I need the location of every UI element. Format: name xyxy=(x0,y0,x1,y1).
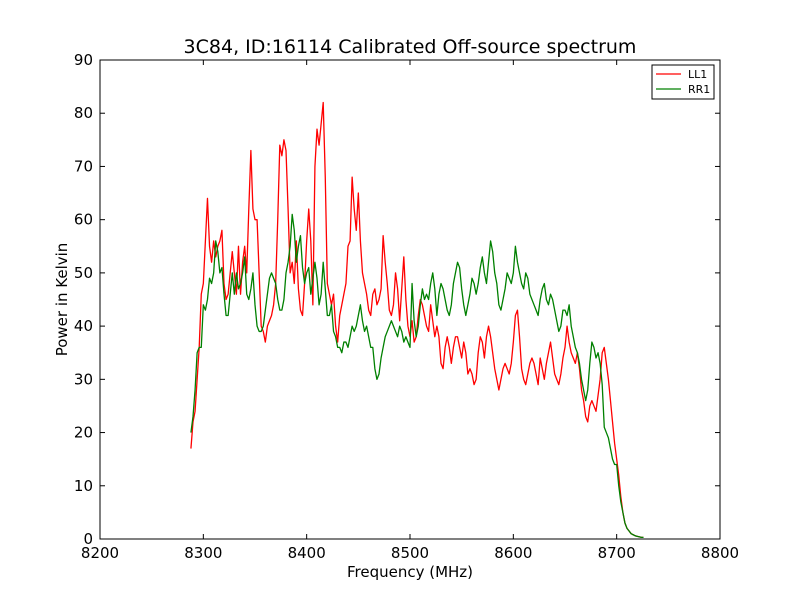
y-tick-label: 30 xyxy=(74,370,93,388)
series-line-ll1 xyxy=(190,101,644,539)
series-line-rr1 xyxy=(190,213,644,539)
legend-label-rr1: RR1 xyxy=(688,83,710,96)
y-tick-label: 20 xyxy=(74,424,93,442)
x-tick-label: 8400 xyxy=(288,544,326,562)
y-axis-ticks: 0 10 20 30 40 50 60 70 80 90 xyxy=(74,51,720,548)
legend-label-ll1: LL1 xyxy=(688,68,707,81)
y-tick-label: 70 xyxy=(74,157,93,175)
y-tick-label: 80 xyxy=(74,104,93,122)
y-tick-label: 60 xyxy=(74,211,93,229)
x-tick-label: 8800 xyxy=(701,544,739,562)
series-layer xyxy=(190,101,644,539)
x-axis-label: Frequency (MHz) xyxy=(347,563,473,581)
x-axis-ticks: 8200 8300 8400 8500 8600 8700 8800 xyxy=(81,60,739,562)
x-tick-label: 8200 xyxy=(81,544,119,562)
y-tick-label: 50 xyxy=(74,264,93,282)
legend-box xyxy=(651,64,715,100)
y-tick-label: 0 xyxy=(83,530,93,548)
chart-title: 3C84, ID:16114 Calibrated Off-source spe… xyxy=(184,36,637,58)
y-tick-label: 10 xyxy=(74,477,93,495)
plot-area xyxy=(99,59,721,540)
y-tick-label: 40 xyxy=(74,317,93,335)
x-tick-label: 8600 xyxy=(494,544,532,562)
y-tick-label: 90 xyxy=(74,51,93,69)
x-tick-label: 8500 xyxy=(391,544,429,562)
y-axis-label: Power in Kelvin xyxy=(53,243,71,357)
x-tick-label: 8700 xyxy=(598,544,636,562)
x-tick-label: 8300 xyxy=(184,544,222,562)
